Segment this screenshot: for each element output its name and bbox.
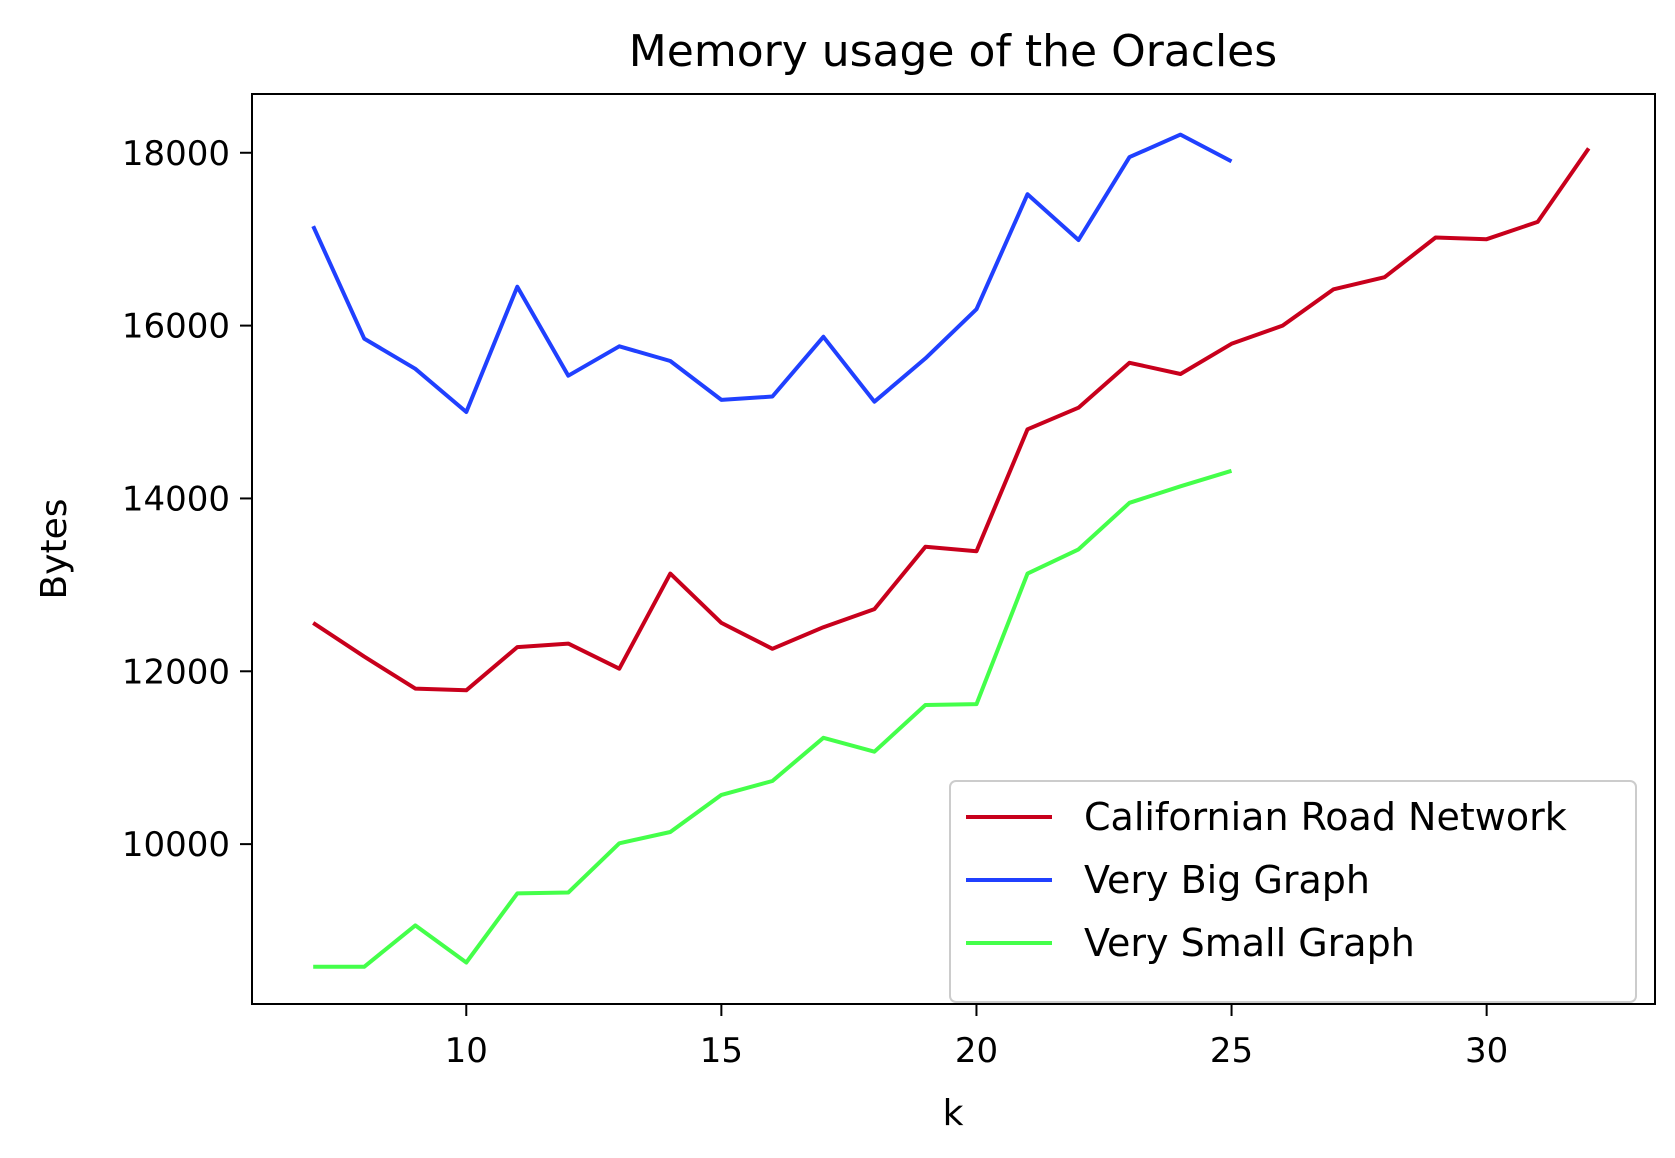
series-line-2 [313,468,1233,969]
x-tick-label: 10 [445,1031,488,1071]
y-tick-label: 14000 [122,479,230,519]
y-tick-label: 16000 [122,307,230,347]
y-tick-label: 12000 [122,652,230,692]
x-tick-label: 15 [700,1031,743,1071]
legend-label-2: Very Small Graph [1084,921,1415,965]
chart-title: Memory usage of the Oracles [629,26,1277,77]
y-tick-label: 10000 [122,825,230,865]
series-line-0 [312,147,1591,693]
x-axis-label: k [943,1093,964,1134]
legend-box [949,780,1637,1003]
legend-label-1: Very Big Graph [1084,858,1370,902]
x-tick-label: 20 [955,1031,998,1071]
plot-frame [251,93,1656,1005]
y-axis-label: Bytes [34,498,75,599]
x-tick-label: 30 [1465,1031,1508,1071]
y-axis: 10000 12000 14000 16000 18000 [122,134,252,865]
series-line-1 [311,132,1233,414]
x-tick-label: 25 [1210,1031,1253,1071]
legend-label-0: Californian Road Network [1084,795,1567,839]
plot-area [311,132,1591,969]
x-axis: 10 15 20 25 30 [445,1004,1508,1071]
y-tick-label: 18000 [122,134,230,174]
legend: Californian Road Network Very Big Graph Ve… [949,780,1637,1003]
